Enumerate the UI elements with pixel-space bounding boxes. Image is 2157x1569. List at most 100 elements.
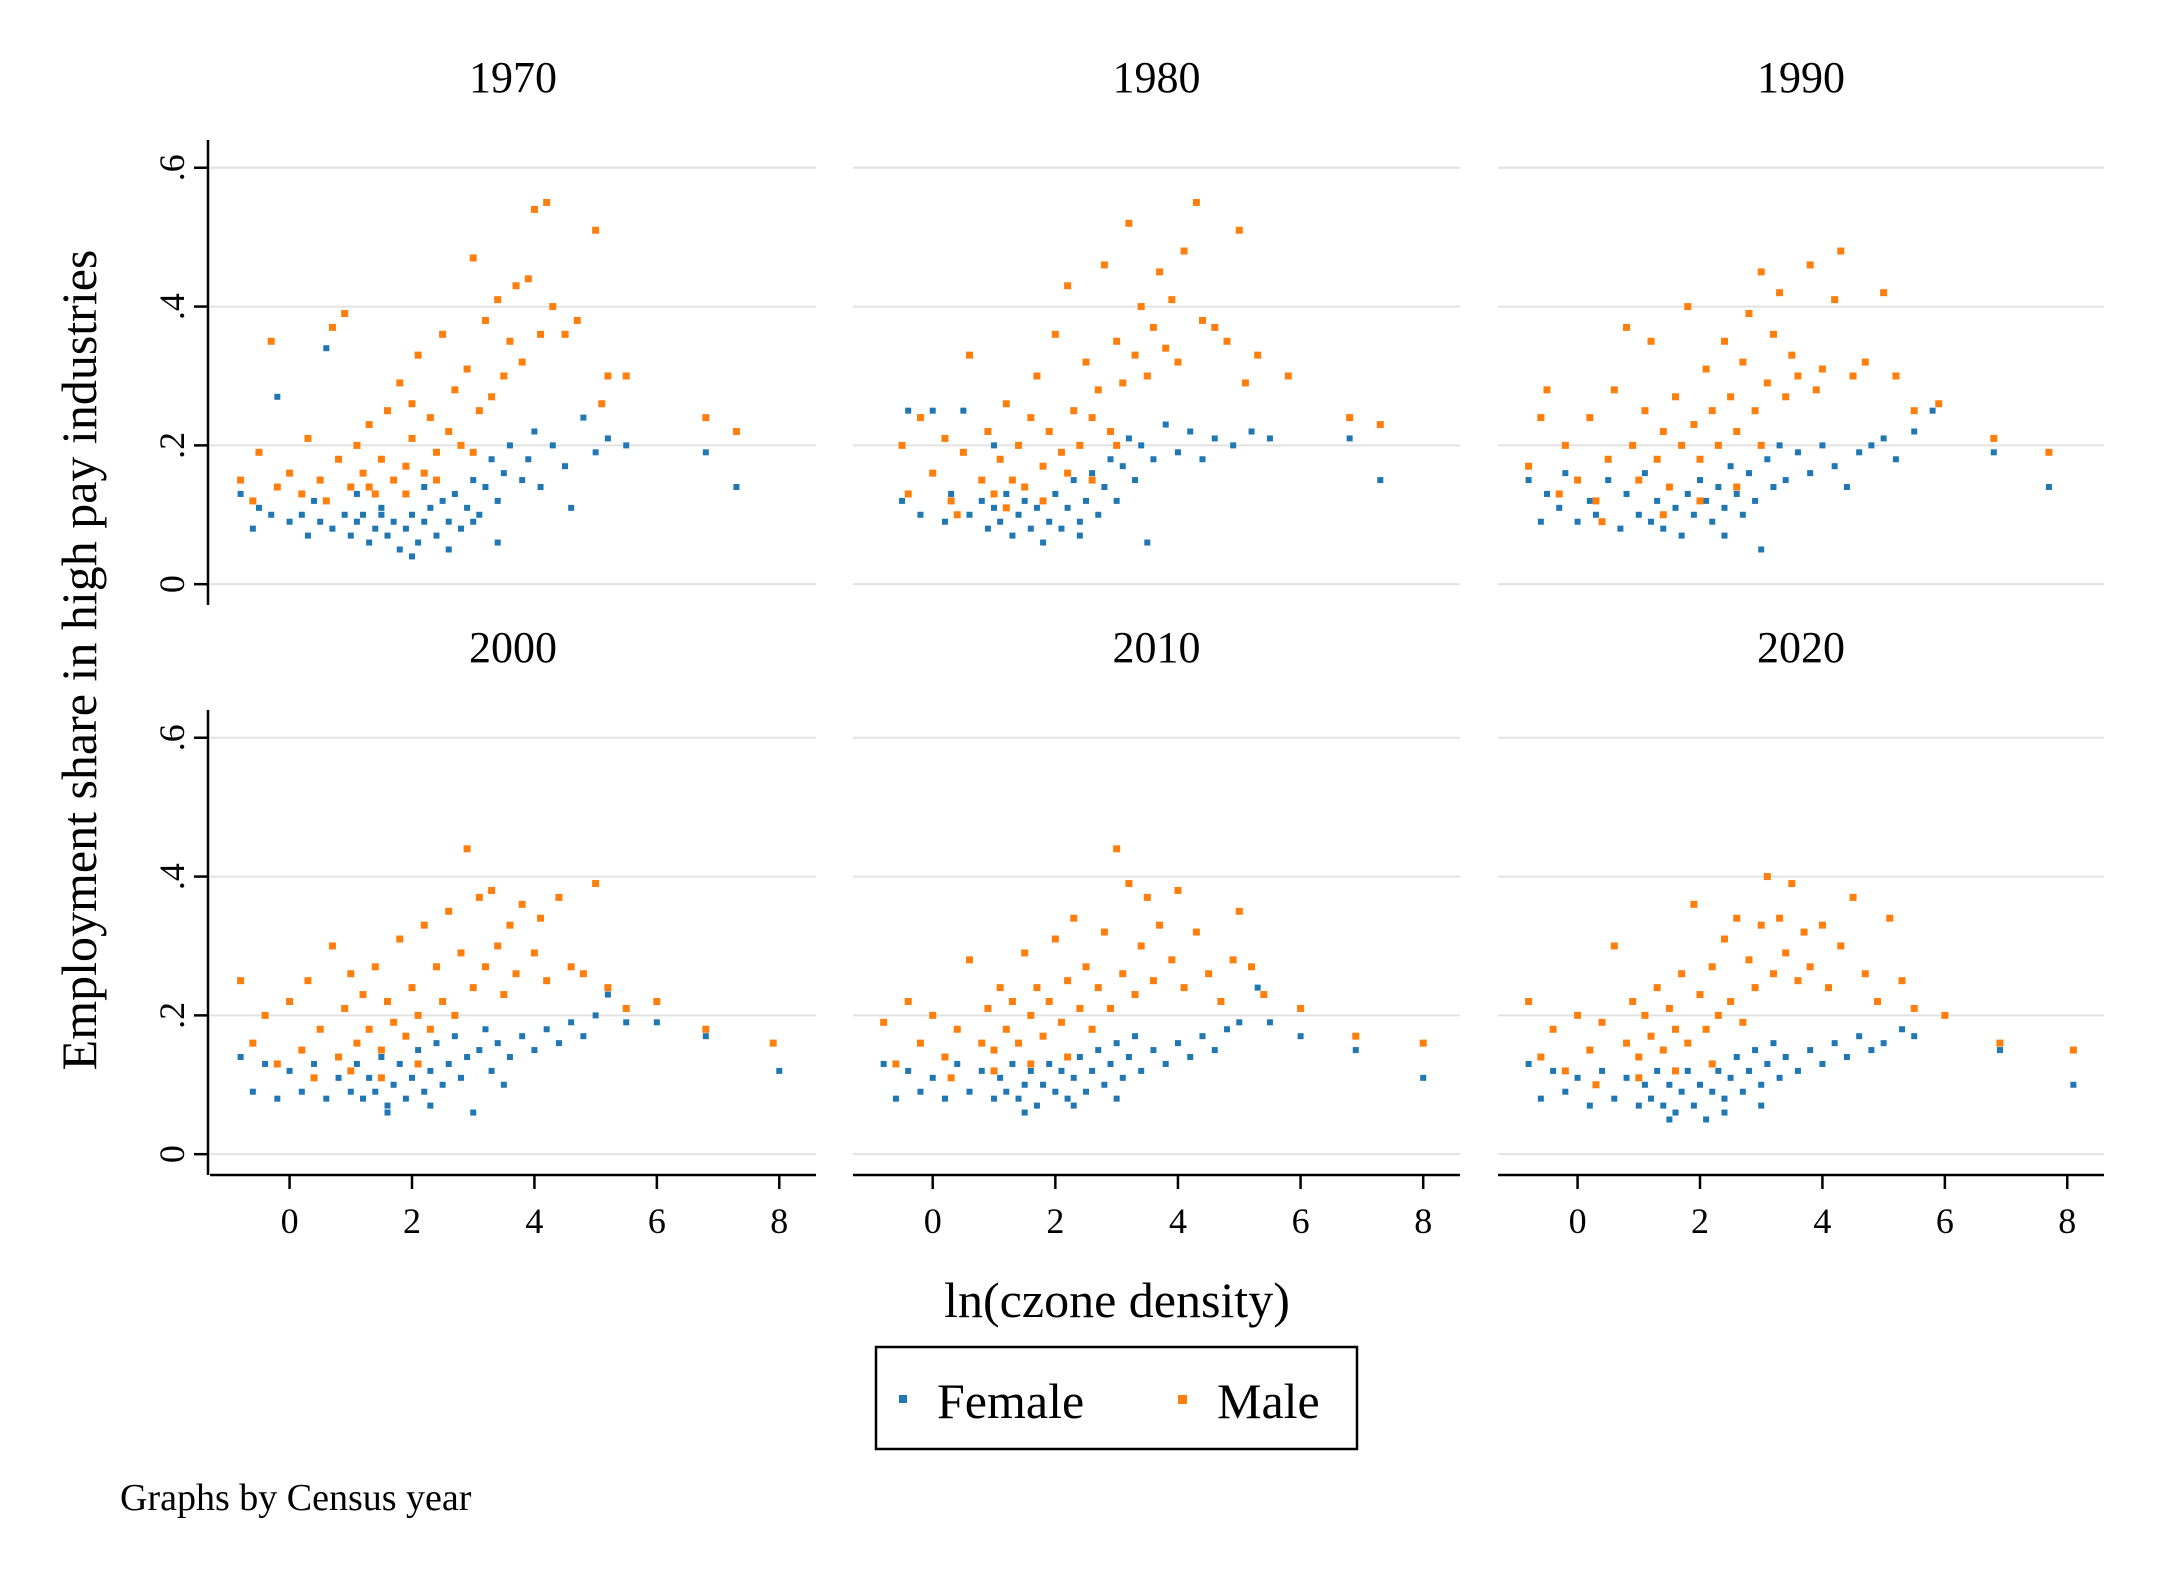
female-point [1254, 984, 1261, 991]
female-point [1132, 477, 1139, 484]
male-point [1125, 880, 1133, 888]
male-point [1757, 921, 1765, 929]
male-point [347, 970, 355, 978]
female-point [494, 497, 501, 504]
male-point [304, 434, 312, 442]
female-point [476, 1047, 483, 1054]
female-point [1794, 1067, 1801, 1074]
y-tick-label: .6 [152, 724, 192, 751]
y-tick-label: .6 [152, 154, 192, 181]
male-point [1586, 414, 1594, 422]
male-point [371, 490, 379, 498]
male-point [249, 497, 257, 505]
x-tick-label: 8 [2058, 1201, 2076, 1241]
female-point [1009, 532, 1016, 539]
male-point [1641, 1011, 1649, 1019]
male-point [249, 1039, 257, 1047]
female-point [1076, 518, 1083, 525]
male-point [941, 1053, 949, 1061]
male-point [1082, 963, 1090, 971]
male-point [1782, 949, 1790, 957]
female-point [1562, 470, 1569, 477]
male-point [384, 407, 392, 415]
female-point [415, 539, 422, 546]
female-point [1021, 1109, 1028, 1116]
female-point [274, 393, 281, 400]
female-point [1899, 1026, 1905, 1033]
male-point [1064, 977, 1072, 985]
male-point [457, 441, 465, 449]
female-point [1880, 1040, 1887, 1047]
male-point [481, 963, 489, 971]
male-point [996, 455, 1004, 463]
female-point [1654, 1067, 1661, 1074]
male-point [402, 462, 410, 470]
female-point [249, 1088, 256, 1095]
female-point [1592, 511, 1599, 518]
male-point [402, 1032, 410, 1040]
male-point [1051, 935, 1059, 943]
female-point [1764, 1060, 1771, 1067]
female-point [1033, 504, 1040, 511]
female-point [592, 1012, 599, 1019]
female-point [1856, 1033, 1863, 1040]
series-male [898, 198, 1384, 519]
female-point [353, 490, 360, 497]
male-point [1192, 198, 1200, 206]
male-point [1057, 448, 1065, 456]
male-point [1647, 1032, 1655, 1040]
female-point [1794, 449, 1801, 456]
figure-note: Graphs by Census year [120, 1477, 472, 1519]
male-point [530, 949, 538, 957]
male-point [1874, 997, 1882, 1005]
male-point [598, 400, 606, 408]
x-axis-label: ln(czone density) [944, 1272, 1290, 1328]
male-point [1659, 1046, 1667, 1054]
male-point [1659, 511, 1667, 519]
female-point [1052, 490, 1059, 497]
male-point [1776, 914, 1784, 922]
female-point [1586, 497, 1593, 504]
female-point [1132, 1033, 1139, 1040]
female-point [1776, 1074, 1783, 1081]
female-point [568, 504, 575, 511]
female-point [1641, 470, 1648, 477]
male-point [1002, 1025, 1010, 1033]
male-point [396, 935, 404, 943]
male-point [316, 476, 324, 484]
male-point [1592, 1081, 1600, 1089]
female-point [1715, 484, 1722, 491]
female-point [1119, 463, 1126, 470]
female-point [378, 504, 385, 511]
female-point [396, 1060, 403, 1067]
male-point [537, 914, 545, 922]
male-point [494, 942, 502, 950]
female-point [500, 470, 507, 477]
male-point [1260, 991, 1268, 999]
male-point [1757, 441, 1765, 449]
female-point [1266, 1019, 1273, 1026]
female-point [1727, 1074, 1734, 1081]
male-point [365, 1025, 373, 1033]
male-point [1886, 914, 1894, 922]
male-point [237, 977, 245, 985]
female-point [274, 1095, 281, 1102]
male-point [512, 970, 520, 978]
female-point [298, 1088, 305, 1095]
female-point [1678, 1088, 1685, 1095]
female-point [237, 490, 244, 497]
male-point [273, 483, 281, 491]
male-point [1629, 997, 1637, 1005]
male-point [1837, 247, 1845, 255]
male-point [1113, 441, 1121, 449]
male-point [1008, 997, 1016, 1005]
male-point [469, 984, 477, 992]
male-point [561, 330, 569, 338]
female-point [1617, 525, 1624, 532]
male-point [1623, 1039, 1631, 1047]
series-male [237, 198, 740, 505]
female-point [457, 1074, 464, 1081]
male-point [1818, 365, 1826, 373]
male-point [622, 372, 630, 380]
male-point [1696, 497, 1704, 505]
